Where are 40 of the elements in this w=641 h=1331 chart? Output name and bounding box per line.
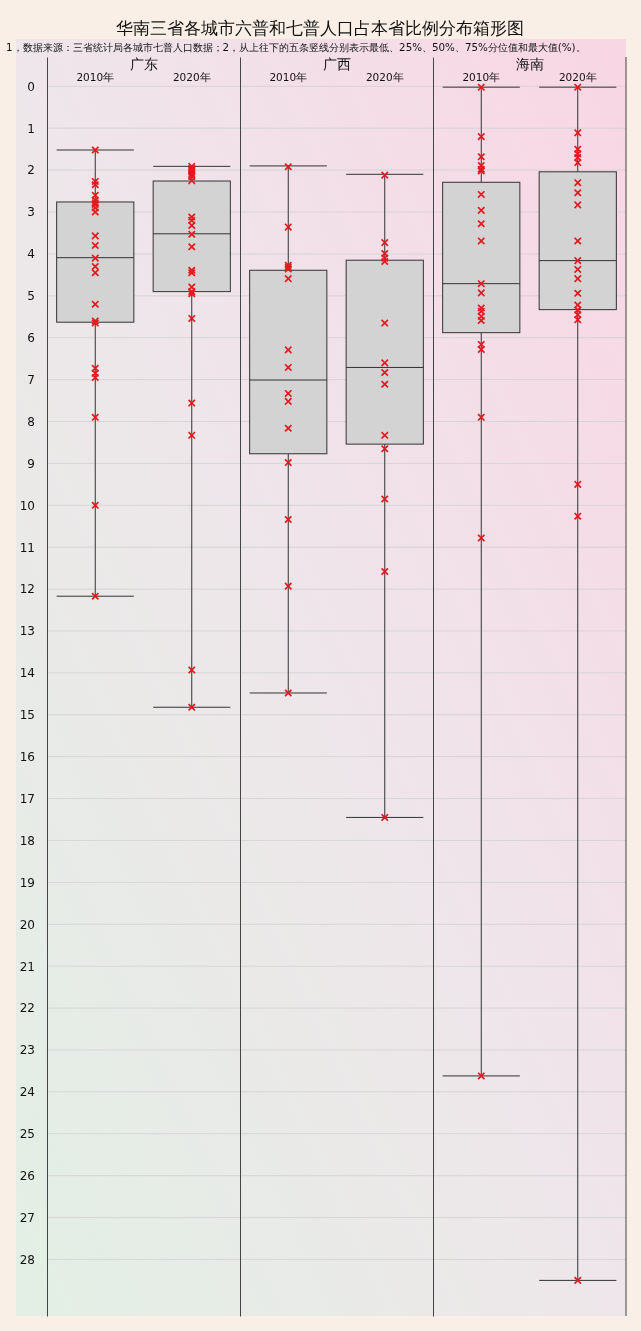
y-tick-label: 1 (27, 121, 35, 136)
y-tick-label: 2 (27, 163, 35, 178)
y-tick-label: 27 (19, 1210, 35, 1225)
y-tick-label: 10 (19, 498, 35, 513)
text: 华南三省各城市六普和七普人口占本省比例分布箱形图 (116, 18, 524, 38)
y-tick-label: 5 (27, 289, 35, 304)
x-tick-label: 2020年 (558, 71, 597, 83)
x-tick-label: 2020年 (365, 71, 404, 83)
y-tick-label: 28 (19, 1252, 35, 1267)
chart-title: 广西 (322, 56, 351, 72)
x-tick-label: 2010年 (269, 71, 308, 83)
y-tick-label: 21 (19, 959, 35, 974)
y-tick-label: 12 (19, 582, 35, 597)
y-tick-label: 11 (19, 540, 35, 555)
y-tick-label: 19 (19, 875, 35, 890)
y-tick-label: 20 (19, 917, 35, 932)
y-tick-label: 18 (19, 833, 35, 848)
y-tick-label: 25 (19, 1127, 35, 1142)
text: 1，数据来源：三省统计局各城市七普人口数据；2，从上往下的五条竖线分别表示最低、25%、50%、75%分位值和最大值(%)。 (6, 41, 586, 53)
y-tick-label: 16 (19, 750, 35, 765)
y-tick-label: 8 (27, 414, 35, 429)
y-tick-label: 26 (19, 1168, 35, 1183)
y-tick-label: 9 (27, 456, 35, 471)
y-tick-label: 7 (27, 372, 35, 387)
y-tick-label: 14 (19, 666, 35, 681)
y-tick-label: 13 (19, 624, 35, 639)
y-tick-label: 24 (19, 1085, 35, 1100)
y-tick-label: 15 (19, 708, 35, 723)
y-tick-label: 4 (27, 247, 35, 262)
x-tick-label: 2010年 (76, 71, 115, 83)
y-tick-label: 17 (19, 791, 35, 806)
y-tick-label: 3 (27, 205, 35, 220)
x-tick-label: 2020年 (172, 71, 211, 83)
chart-title: 海南 (515, 56, 544, 72)
x-tick-label: 2010年 (462, 71, 501, 83)
chart-title: 广东 (129, 56, 158, 72)
y-tick-label: 6 (27, 331, 35, 346)
y-tick-label: 0 (27, 79, 35, 94)
y-tick-label: 23 (19, 1043, 35, 1058)
y-tick-label: 22 (19, 1001, 35, 1016)
